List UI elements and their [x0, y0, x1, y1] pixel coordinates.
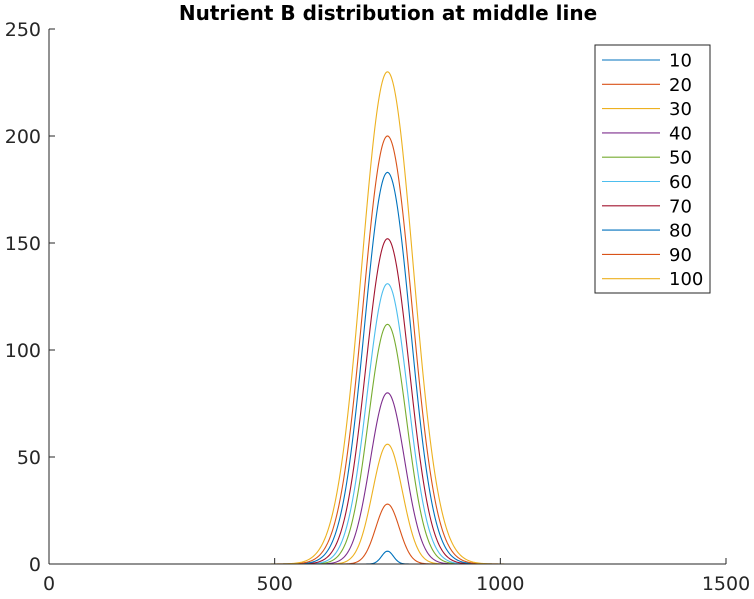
- y-tick-label: 100: [5, 340, 41, 362]
- x-tick-label: 1500: [702, 573, 750, 595]
- legend-label: 100: [669, 269, 703, 290]
- legend: 10 20 30 40 50 60 70 80 90 100: [594, 44, 711, 294]
- x-tick-label: 0: [43, 573, 55, 595]
- legend-label: 60: [669, 172, 692, 193]
- legend-label: 50: [669, 148, 692, 169]
- y-tick-label: 50: [17, 447, 41, 469]
- legend-box: [594, 44, 711, 294]
- x-tick-label: 1000: [476, 573, 524, 595]
- legend-label: 40: [669, 123, 692, 144]
- x-tick-label: 500: [257, 573, 293, 595]
- legend-label: 30: [669, 99, 692, 120]
- y-tick-label: 150: [5, 233, 41, 255]
- tick-layer: 0 500 1000 1500 0 50 100 150 200 250: [5, 19, 750, 595]
- legend-label: 90: [669, 245, 692, 266]
- y-tick-label: 250: [5, 19, 41, 41]
- y-tick-label: 0: [29, 554, 41, 576]
- legend-label: 70: [669, 196, 692, 217]
- legend-label: 20: [669, 75, 692, 96]
- legend-label: 10: [669, 51, 692, 72]
- legend-label: 80: [669, 221, 692, 242]
- y-tick-label: 200: [5, 126, 41, 148]
- chart-title: Nutrient B distribution at middle line: [179, 1, 597, 25]
